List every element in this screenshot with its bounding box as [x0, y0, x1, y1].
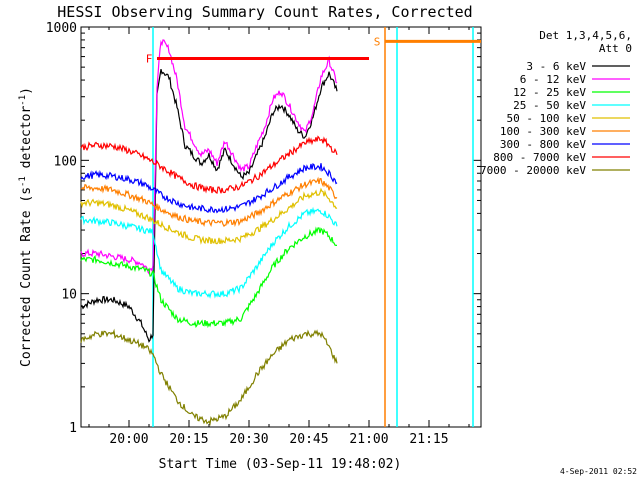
legend-label: 50 - 100 keV: [507, 112, 587, 125]
legend-header-line: Att 0: [599, 42, 632, 55]
series-line: [80, 135, 338, 194]
legend-label: 800 - 7000 keV: [493, 151, 586, 164]
y-axis-label: Corrected Count Rate (s-1 detector-1): [18, 87, 34, 367]
series-line: [80, 68, 338, 343]
x-tick-label: 21:00: [349, 432, 388, 447]
y-tick-label: 100: [54, 154, 77, 169]
legend-label: 100 - 300 keV: [500, 125, 586, 138]
legend-label: 3 - 6 keV: [526, 60, 586, 73]
x-tick-label: 20:15: [169, 432, 208, 447]
timestamp: 4-Sep-2011 02:52: [560, 467, 637, 476]
series-line: [80, 226, 337, 329]
legend-label: 300 - 800 keV: [500, 138, 586, 151]
x-tick-label: 20:00: [109, 432, 148, 447]
y-tick-label: 1000: [46, 21, 77, 36]
chart-title: HESSI Observing Summary Count Rates, Cor…: [57, 3, 472, 21]
interval-marker-label: S: [374, 35, 381, 48]
series-line: [80, 39, 338, 275]
plot-frame: [80, 26, 482, 428]
y-axis-label-superscript: -1: [18, 176, 28, 187]
y-axis: 1 10 100 1000: [46, 21, 481, 436]
x-tick-label: 20:30: [229, 432, 268, 447]
y-axis-label-part: detector: [19, 106, 34, 177]
legend-label: 25 - 50 keV: [513, 99, 586, 112]
legend-label: 6 - 12 keV: [520, 73, 587, 86]
x-axis-label: Start Time (03-Sep-11 19:48:02): [159, 457, 402, 472]
plot-area: 20:00 20:15 20:30 20:45 21:00 21:15 1 10 100 100…: [46, 21, 482, 447]
y-tick-label: 10: [61, 288, 77, 303]
series-line: [80, 176, 338, 228]
legend-header-line: Det 1,3,4,5,6,: [539, 29, 632, 42]
y-axis-label-part: Corrected Count Rate (s: [19, 187, 34, 367]
series-group: [80, 39, 338, 426]
interval-marker-label: F: [146, 53, 153, 66]
legend-label: 12 - 25 keV: [513, 86, 586, 99]
x-axis: 20:00 20:15 20:30 20:45 21:00 21:15: [88, 27, 470, 447]
legend-label: 7000 - 20000 keV: [480, 164, 586, 177]
y-tick-label: 1: [69, 421, 77, 436]
series-line: [80, 206, 338, 299]
series-line: [80, 162, 338, 214]
x-tick-label: 21:15: [409, 432, 448, 447]
series-line: [80, 328, 338, 426]
series-line: [80, 187, 338, 245]
vertical-markers: [152, 27, 474, 427]
interval-markers: FS: [146, 35, 481, 66]
y-axis-label-superscript: -1: [18, 95, 28, 106]
x-tick-label: 20:45: [289, 432, 328, 447]
y-axis-label-part: ): [19, 87, 34, 95]
